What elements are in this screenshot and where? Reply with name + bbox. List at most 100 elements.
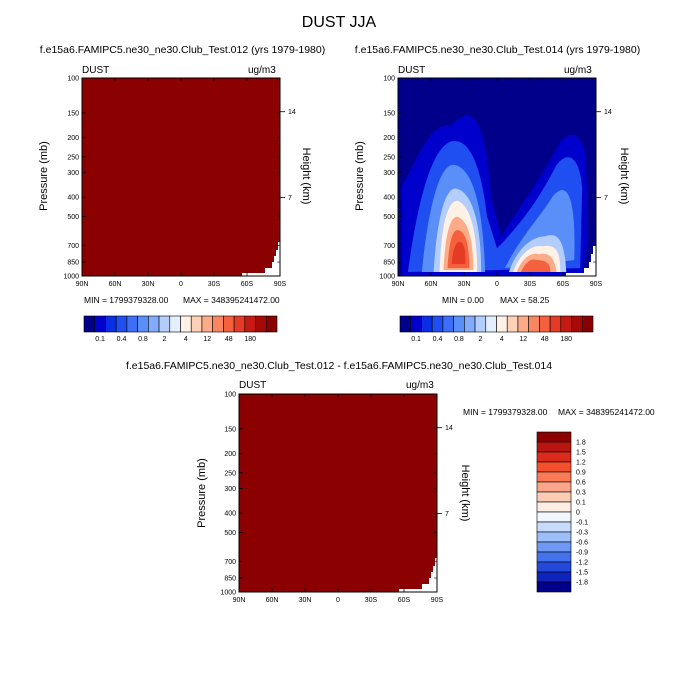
colorbar-diff-swatch [536,441,572,453]
panel-left-missing-region [242,242,280,276]
y-tick-label: 250 [224,470,236,477]
y-tick-label: 500 [67,214,79,221]
max-label-right: MAX = 58.25 [500,295,550,305]
plot-frame [238,393,438,593]
y-tick-label: 150 [67,110,79,117]
colorbar-left-label: 2 [162,336,166,343]
colorbar-right-swatch [560,315,572,333]
y-tick-label: 850 [383,260,395,267]
x-tick-label: 90S [431,597,444,604]
colorbar-left-swatch [137,315,149,333]
colorbar-diff-swatch [536,531,572,543]
colorbar-diff-label: 0.9 [576,470,586,477]
colorbar-right-label: 4 [500,336,504,343]
x-tick-label: 30N [142,281,155,288]
colorbar-diff-label: -0.3 [576,530,588,537]
colorbar-diff-label: -1.2 [576,560,588,567]
colorbar-right-label: 12 [519,336,527,343]
colorbar-left-label: 0.1 [95,336,105,343]
colorbar-right-label: 0.4 [433,336,443,343]
colorbar-diff-label: 0.6 [576,480,586,487]
x-tick-label: 90N [392,281,405,288]
colorbar-left-label: 0.4 [117,336,127,343]
colorbar-diff-label: -0.1 [576,520,588,527]
min-label-left: MIN = 1799379328.00 [84,295,169,305]
y2-tick-label: 7 [288,195,292,202]
units-label-left: ug/m3 [248,65,276,76]
max-label-left: MAX = 348395241472.00 [183,295,280,305]
colorbar-right-swatch [571,315,583,333]
colorbar-left-label: 180 [244,336,256,343]
colorbar-left-label: 48 [225,336,233,343]
x-tick-label: 60S [398,597,411,604]
colorbar-left-swatch [83,315,96,333]
colorbar-diff-swatch [536,491,572,503]
y-tick-label: 700 [224,559,236,566]
variable-label-right: DUST [398,65,426,76]
y-tick-label: 150 [383,110,395,117]
x-tick-label: 90N [76,281,89,288]
colorbar-right-swatch [399,315,412,333]
colorbar-diff-label: -0.9 [576,550,588,557]
y2-tick-label: 14 [288,109,296,116]
y2-tick-label: 7 [604,195,608,202]
colorbar-left-swatch [244,315,256,333]
x-tick-label: 30N [458,281,471,288]
x-tick-label: 60N [425,281,438,288]
y-tick-label: 1000 [379,274,395,281]
variable-label-left: DUST [82,65,110,76]
colorbar-right-swatch [453,315,465,333]
y-tick-label: 250 [67,154,79,161]
colorbar-diff-label: -0.6 [576,540,588,547]
y-tick-label: 400 [67,195,79,202]
y-tick-label: 850 [67,260,79,267]
colorbar-right-swatch [496,315,508,333]
colorbar-left-swatch [115,315,128,333]
x-tick-label: 60S [241,281,254,288]
colorbar-diff-label: 0.1 [576,500,586,507]
colorbar-diff-label: -1.8 [576,580,588,587]
y-tick-label: 100 [67,76,79,83]
colorbar-diff-swatch [536,471,572,483]
x-tick-label: 30S [524,281,537,288]
colorbar-left-swatch [233,315,246,333]
colorbar-diff-label: -1.5 [576,570,588,577]
colorbar-right-swatch [581,315,594,333]
units-label-diff: ug/m3 [406,380,434,391]
x-tick-label: 90N [233,597,246,604]
y-tick-label: 500 [383,214,395,221]
colorbar-diff-swatch [536,511,572,523]
y-tick-label: 700 [383,243,395,250]
x-tick-label: 0 [336,597,340,604]
colorbar-left-label: 4 [184,336,188,343]
x-tick-label: 60S [557,281,570,288]
colorbar-diff-label: 1.8 [576,440,586,447]
y-tick-label: 200 [67,135,79,142]
x-tick-label: 60N [266,597,279,604]
y-tick-label: 1000 [63,274,79,281]
plot-frame [81,77,281,277]
colorbar-right-swatch [539,315,551,333]
x-tick-label: 60N [109,281,122,288]
colorbar-right-label: 48 [541,336,549,343]
contour-level-7 [447,230,551,273]
colorbar-left-label: 0.8 [138,336,148,343]
panel-left-field [82,78,280,276]
colorbar-right-swatch [410,315,422,333]
min-label-diff: MIN = 1799379328.00 [463,407,548,417]
y-tick-label: 150 [224,426,236,433]
y-tick-label: 500 [224,530,236,537]
units-label-right: ug/m3 [564,65,592,76]
colorbar-diff-swatch [536,461,572,473]
colorbar-diff-swatch [536,501,572,513]
colorbar-diff-swatch [536,561,572,573]
colorbar-diff-label: 0 [576,510,580,517]
colorbar-diff-swatch [536,451,572,463]
colorbar-right-swatch [474,315,487,333]
colorbar-left-swatch [212,315,224,333]
y-tick-label: 400 [224,511,236,518]
colorbar-left-swatch [126,315,138,333]
y-tick-label: 100 [224,392,236,399]
colorbar-left-swatch [223,315,235,333]
